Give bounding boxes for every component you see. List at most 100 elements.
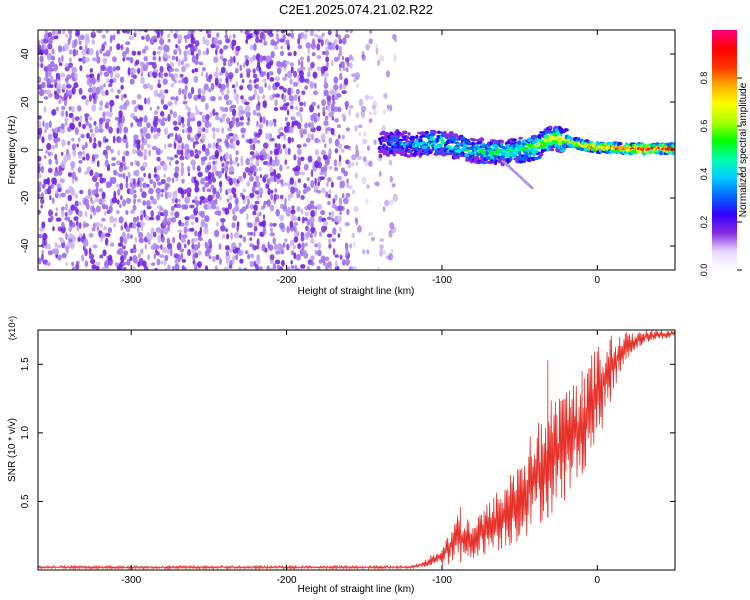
- noise-cell: [42, 232, 48, 241]
- noise-cell: [80, 34, 85, 41]
- colorbar-ticks: 0.00.20.40.60.8: [699, 72, 742, 276]
- noise-cell: [71, 261, 74, 267]
- noise-cell: [223, 94, 229, 101]
- noise-cell: [341, 148, 345, 153]
- noise-cell: [310, 180, 315, 188]
- noise-cell: [289, 177, 295, 185]
- noise-cell: [88, 73, 95, 78]
- noise-cell: [132, 216, 137, 223]
- noise-cell: [160, 149, 164, 154]
- noise-cell: [60, 151, 64, 156]
- noise-cell: [200, 219, 206, 228]
- noise-cell: [120, 254, 125, 263]
- noise-cell: [290, 260, 293, 265]
- noise-cell: [234, 204, 240, 212]
- noise-cell: [143, 56, 148, 62]
- noise-cell: [160, 193, 164, 198]
- noise-cell: [197, 261, 202, 268]
- noise-cell: [99, 117, 104, 125]
- noise-cell: [286, 125, 291, 133]
- noise-cell: [274, 188, 278, 193]
- noise-cell: [41, 221, 46, 229]
- noise-cell: [176, 203, 182, 209]
- noise-cell: [54, 248, 59, 256]
- noise-cell: [253, 88, 258, 97]
- noise-cell: [339, 180, 346, 189]
- noise-cell: [77, 201, 82, 206]
- noise-cell: [166, 237, 171, 245]
- noise-cell: [164, 89, 169, 94]
- noise-cell: [362, 156, 367, 163]
- noise-cell: [211, 203, 217, 210]
- noise-cell: [220, 107, 226, 112]
- noise-cell: [82, 156, 86, 161]
- noise-cell: [286, 165, 290, 170]
- noise-cell: [38, 193, 41, 198]
- noise-cell: [48, 120, 52, 128]
- noise-cell: [71, 66, 77, 74]
- noise-cell: [333, 56, 339, 62]
- noise-cell: [324, 38, 330, 46]
- noise-cell: [194, 186, 200, 193]
- noise-cell: [181, 178, 185, 184]
- noise-cell: [60, 72, 66, 78]
- noise-cell: [341, 134, 345, 140]
- noise-cell: [234, 67, 239, 74]
- noise-cell: [53, 63, 59, 72]
- snr-panel: -300 -200 -100 00.51.01.5 (x10⁴) Height of …: [7, 316, 676, 595]
- noise-cell: [307, 48, 311, 55]
- noise-cell: [393, 38, 398, 43]
- noise-cell: [262, 226, 267, 235]
- noise-cell: [93, 137, 97, 143]
- noise-cell: [153, 115, 159, 122]
- noise-cell: [210, 82, 215, 91]
- noise-cell: [280, 45, 284, 50]
- noise-cell: [187, 107, 192, 112]
- noise-cell: [245, 111, 251, 118]
- spectrogram-ytick-label: -20: [20, 190, 31, 205]
- noise-cell: [114, 262, 120, 267]
- noise-cell: [38, 233, 42, 239]
- ridge-cell: [487, 144, 491, 147]
- noise-cell: [252, 54, 257, 61]
- noise-cell: [234, 197, 239, 206]
- noise-cell: [170, 96, 176, 100]
- noise-cell: [174, 68, 179, 72]
- noise-cell: [268, 120, 274, 127]
- noise-cell: [268, 32, 274, 38]
- noise-cell: [194, 230, 198, 237]
- ridge-cell: [524, 146, 529, 151]
- noise-cell: [116, 43, 121, 51]
- noise-cell: [250, 253, 255, 259]
- noise-cell: [226, 88, 230, 95]
- noise-cell: [279, 222, 285, 229]
- noise-cell: [167, 191, 172, 199]
- noise-cell: [190, 159, 196, 166]
- noise-cell: [289, 62, 294, 67]
- noise-cell: [186, 117, 192, 123]
- noise-cell: [172, 177, 175, 184]
- noise-cell: [327, 201, 331, 206]
- noise-cell: [74, 206, 78, 212]
- noise-cell: [155, 165, 162, 171]
- noise-cell: [99, 70, 103, 77]
- noise-cell: [164, 216, 168, 222]
- noise-cell: [116, 210, 120, 215]
- ridge-cell: [548, 125, 553, 129]
- noise-cell: [190, 221, 194, 226]
- noise-cell: [67, 194, 73, 202]
- noise-cell: [253, 204, 258, 212]
- noise-cell: [242, 236, 247, 243]
- noise-cell: [306, 78, 310, 85]
- noise-cell: [300, 208, 304, 215]
- noise-cell: [140, 76, 145, 85]
- noise-cell: [136, 160, 140, 167]
- noise-cell: [189, 137, 195, 143]
- noise-cell: [319, 231, 322, 238]
- ridge-cell: [426, 146, 431, 151]
- noise-cell: [95, 86, 101, 95]
- noise-cell: [219, 195, 223, 201]
- noise-cell: [204, 241, 208, 249]
- noise-cell: [137, 151, 144, 158]
- ridge-cell: [398, 138, 404, 142]
